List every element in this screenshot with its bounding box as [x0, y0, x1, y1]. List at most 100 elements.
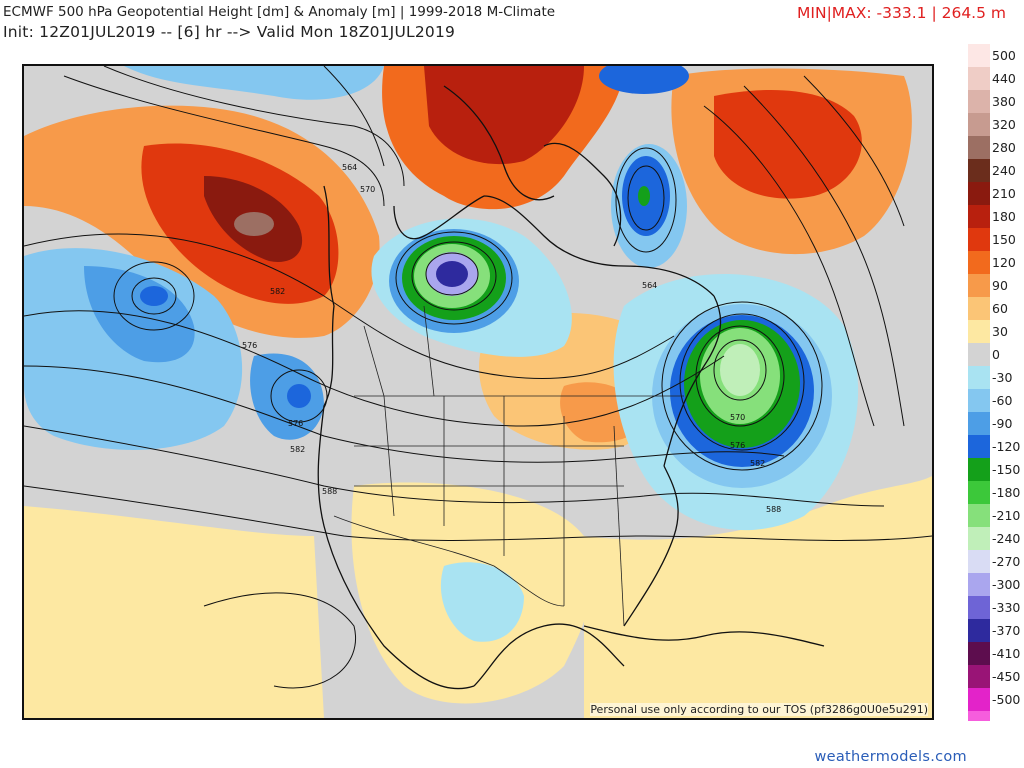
colorbar-swatch: [968, 688, 990, 711]
colorbar-label: -370: [992, 623, 1021, 638]
colorbar-row: 280: [968, 136, 1020, 159]
cool-anomaly-gulf: [440, 562, 524, 642]
colorbar-swatch: [968, 711, 990, 721]
colorbar-swatch: [968, 458, 990, 481]
colorbar-swatch: [968, 136, 990, 159]
coastlines: [317, 85, 825, 690]
colorbar-row: -450: [968, 665, 1020, 688]
colorbar-label: 30: [992, 324, 1008, 339]
colorbar-swatch: [968, 481, 990, 504]
contour-label: 582: [270, 287, 285, 296]
contour-label: 582: [290, 445, 305, 454]
anomaly-colorbar: 500 440 380 320 280 240 210 180 150 120 90 60 30 0 -30…: [968, 44, 1020, 724]
contour-label: 564: [342, 163, 357, 172]
colorbar-swatch: [968, 573, 990, 596]
contour-label: 588: [766, 505, 781, 514]
colorbar-swatch: [968, 527, 990, 550]
colorbar-swatch: [968, 412, 990, 435]
contour-label: 582: [750, 459, 765, 468]
colorbar-swatch: [968, 343, 990, 366]
low-hudson-center: [436, 261, 468, 287]
colorbar-label: 440: [992, 71, 1016, 86]
colorbar-label: 150: [992, 232, 1016, 247]
colorbar-swatch: [968, 504, 990, 527]
colorbar-row: 380: [968, 90, 1020, 113]
colorbar-row: -410: [968, 642, 1020, 665]
colorbar-row: 240: [968, 159, 1020, 182]
colorbar-label: -410: [992, 646, 1021, 661]
colorbar-label: 500: [992, 48, 1016, 63]
colorbar-label: 380: [992, 94, 1016, 109]
contour-label: 588: [322, 487, 337, 496]
ridge-east-core: [714, 90, 862, 199]
colorbar-swatch: [968, 44, 990, 67]
tos-notice: Personal use only according to our TOS (…: [590, 703, 928, 716]
warm-anomaly-southeast: [584, 476, 932, 718]
colorbar-label: 0: [992, 347, 1000, 362]
colorbar-row: 210: [968, 182, 1020, 205]
colorbar-label: -30: [992, 370, 1013, 385]
colorbar-swatch: [968, 113, 990, 136]
trough-arctic: [124, 66, 384, 100]
colorbar-row: -240: [968, 527, 1020, 550]
contour-label: 564: [642, 281, 657, 290]
colorbar-label: 60: [992, 301, 1008, 316]
colorbar-row: 440: [968, 67, 1020, 90]
colorbar-swatch: [968, 320, 990, 343]
colorbar-row: 0: [968, 343, 1020, 366]
colorbar-label: 180: [992, 209, 1016, 224]
colorbar-label: -500: [992, 692, 1021, 707]
colorbar-label: -270: [992, 554, 1021, 569]
colorbar-swatch: [968, 159, 990, 182]
init-valid-time: Init: 12Z01JUL2019 -- [6] hr --> Valid M…: [3, 23, 456, 41]
colorbar-row: -60: [968, 389, 1020, 412]
colorbar-swatch: [968, 665, 990, 688]
colorbar-label: 240: [992, 163, 1016, 178]
colorbar-row: 500: [968, 44, 1020, 67]
colorbar-swatch: [968, 366, 990, 389]
colorbar-swatch: [968, 619, 990, 642]
colorbar-swatch: [968, 642, 990, 665]
colorbar-label: 120: [992, 255, 1016, 270]
min-max-readout: MIN|MAX: -333.1 | 264.5 m: [797, 4, 1006, 22]
trough-california-center: [287, 384, 311, 408]
colorbar-row: 180: [968, 205, 1020, 228]
colorbar-swatch: [968, 435, 990, 458]
colorbar-row: -370: [968, 619, 1020, 642]
colorbar-row: -330: [968, 596, 1020, 619]
political-borders: [333, 305, 684, 627]
colorbar-label: -60: [992, 393, 1013, 408]
site-link[interactable]: weathermodels.com: [814, 749, 967, 765]
contour-label: 576: [242, 341, 257, 350]
trough-pacific-center: [140, 286, 168, 306]
colorbar-row: -300: [968, 573, 1020, 596]
contour-label: 576: [730, 441, 745, 450]
colorbar-row: -270: [968, 550, 1020, 573]
colorbar-label: -300: [992, 577, 1021, 592]
colorbar-row: -90: [968, 412, 1020, 435]
colorbar-row: -500: [968, 688, 1020, 711]
colorbar-row: 120: [968, 251, 1020, 274]
low-arctic-top: [599, 66, 689, 94]
colorbar-swatch: [968, 182, 990, 205]
colorbar-label: -180: [992, 485, 1021, 500]
map-title: ECMWF 500 hPa Geopotential Height [dm] &…: [3, 4, 556, 20]
colorbar-row: -180: [968, 481, 1020, 504]
colorbar-label: 210: [992, 186, 1016, 201]
colorbar-label: 320: [992, 117, 1016, 132]
colorbar-row: -210: [968, 504, 1020, 527]
ridge-north-core: [424, 66, 584, 165]
colorbar-swatch: [968, 297, 990, 320]
low-labrador-center: [638, 186, 650, 206]
colorbar-label: -150: [992, 462, 1021, 477]
height-contours: [24, 66, 932, 689]
trough-pacific-core: [84, 266, 195, 363]
contour-labels: 564 570 582 576 576 582 588 564 570 576 …: [242, 163, 781, 514]
colorbar-label: -210: [992, 508, 1021, 523]
colorbar-row: -150: [968, 458, 1020, 481]
colorbar-row: 30: [968, 320, 1020, 343]
anomaly-map: 564 570 582 576 576 582 588 564 570 576 …: [24, 66, 932, 718]
colorbar-row: 60: [968, 297, 1020, 320]
colorbar-row: -30: [968, 366, 1020, 389]
colorbar-label: -330: [992, 600, 1021, 615]
